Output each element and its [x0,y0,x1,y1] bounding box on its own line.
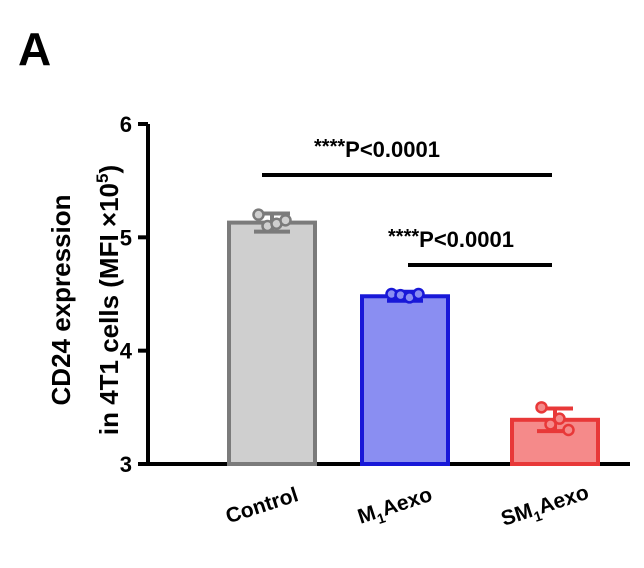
data-point-Control-1 [252,208,265,221]
data-point-SM1Aexo-2 [544,418,557,431]
bar-M1Aexo [360,294,450,466]
y-axis-label-line2: in 4T1 cells (MFI ×105) [93,165,124,435]
y-axis-label-line1: CD24 expression [46,195,76,406]
data-point-SM1Aexo-4 [562,423,575,437]
data-point-Control-4 [279,214,292,227]
x-tick-label-Control: Control [223,483,301,528]
data-point-M1Aexo-4 [412,287,425,301]
y-tick-label-3: 3 [120,452,132,477]
plot-area: 3 4 5 6 Control M1Aexo SM1Aexo ****P<0.0001 ****… [120,112,630,535]
y-tick-label-5: 5 [120,225,132,250]
x-tick-label-M1Aexo: M1Aexo [355,483,436,532]
x-tick-label-SM1Aexo: SM1Aexo [498,481,593,535]
panel-letter: A [18,23,52,75]
data-point-SM1Aexo-1 [535,401,548,414]
bar-Control [227,220,317,466]
significance-label-2: ****P<0.0001 [388,226,514,252]
y-tick-label-4: 4 [120,339,133,364]
y-tick-label-6: 6 [120,112,132,137]
y-axis-label: CD24 expression in 4T1 cells (MFI ×105) [46,165,124,435]
significance-label-1: ****P<0.0001 [314,136,440,162]
data-point-SM1Aexo-3 [553,412,566,425]
